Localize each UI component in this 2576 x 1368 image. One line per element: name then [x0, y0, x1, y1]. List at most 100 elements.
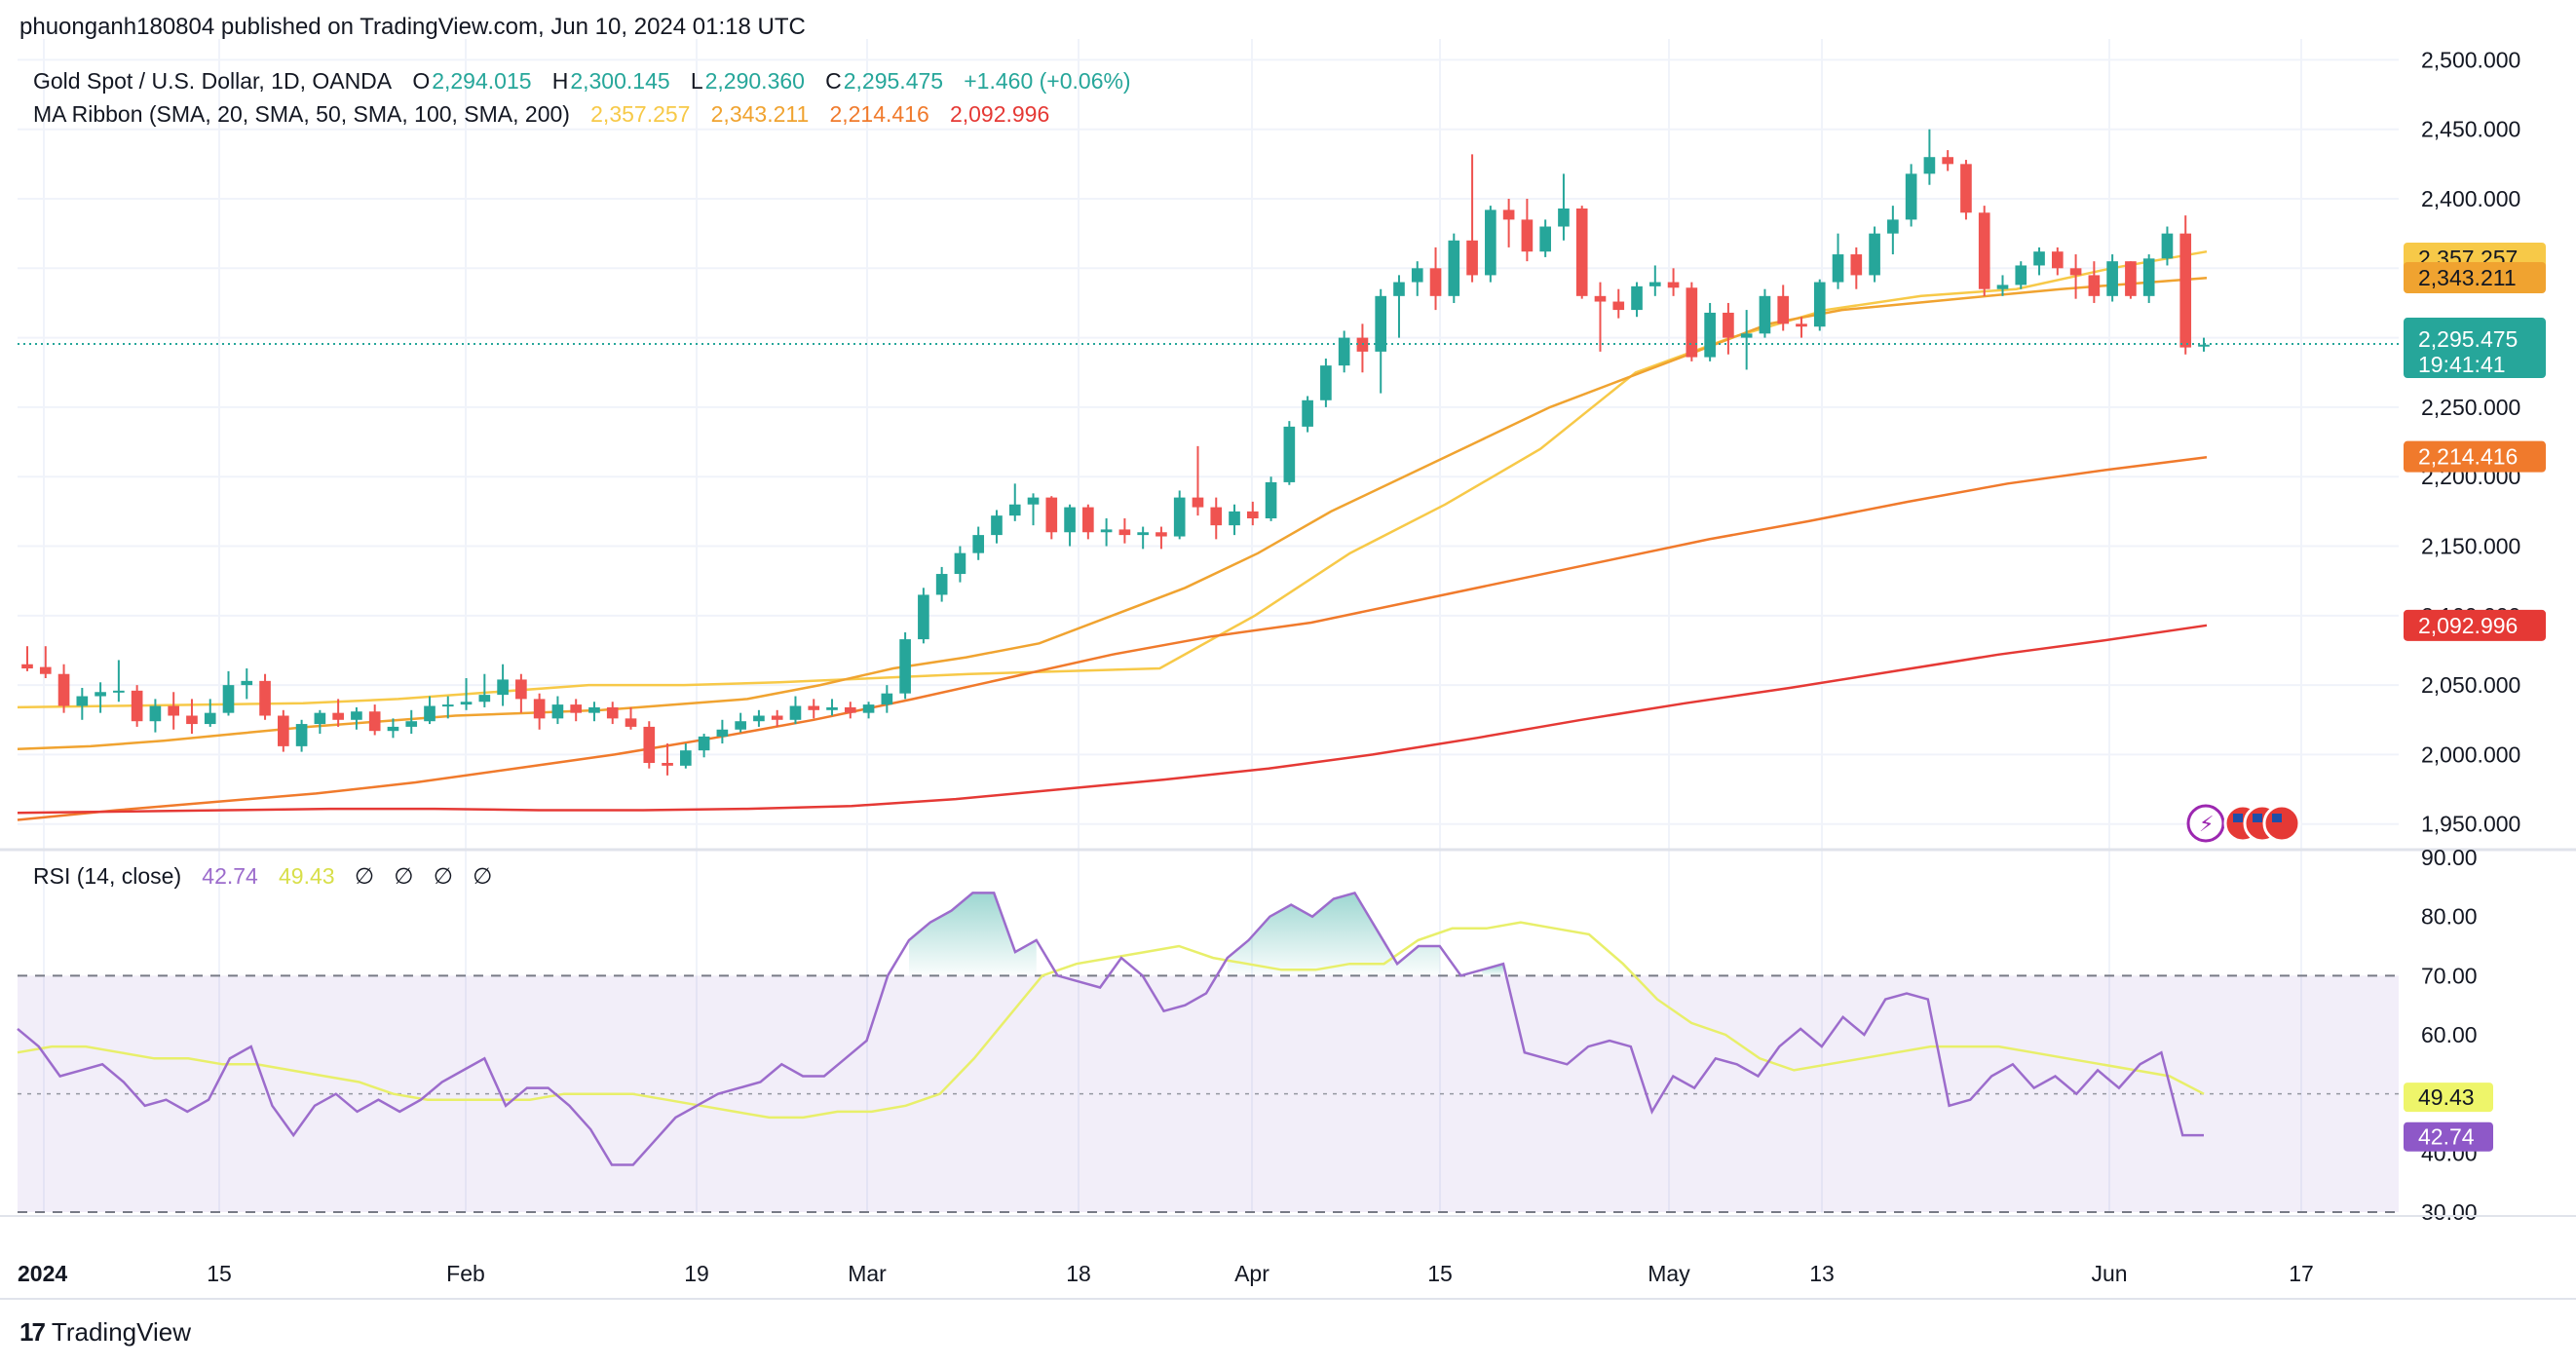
candle-body	[2198, 344, 2210, 347]
candle-body	[222, 685, 235, 713]
candle-body	[1612, 301, 1625, 311]
candle-body	[424, 705, 436, 722]
candle-body	[716, 729, 729, 737]
sma200-value: 2,092.996	[949, 101, 1050, 127]
high-label: H	[551, 68, 569, 94]
ma-line-sma20	[17, 249, 2208, 709]
candle-body	[570, 704, 583, 713]
candle-body	[113, 690, 125, 693]
rsi-title: RSI (14, close)	[33, 863, 182, 889]
sma20-value: 2,357.257	[590, 101, 691, 127]
candle-body	[1905, 173, 1917, 220]
candle-body	[662, 762, 673, 766]
candle-body	[735, 721, 746, 730]
candle-body	[76, 696, 89, 706]
overbought-fill	[1227, 893, 1440, 976]
rsi-tick-label: 60.00	[2421, 1022, 2478, 1047]
rsi-tick-label: 90.00	[2421, 845, 2478, 870]
price-tick-label: 2,000.000	[2421, 741, 2520, 767]
candle-body	[314, 712, 326, 725]
candle-body	[1192, 497, 1204, 508]
sma50-value: 2,343.211	[710, 101, 810, 127]
candle-body	[954, 552, 966, 575]
candle-body	[168, 705, 180, 716]
candle-body	[1631, 285, 1643, 311]
low-label: L	[690, 68, 703, 94]
candle-body	[1393, 282, 1405, 296]
candle-body	[1100, 529, 1113, 533]
candle-body	[259, 680, 271, 716]
candle-body	[1759, 295, 1771, 334]
candle-body	[1466, 240, 1478, 276]
time-tick-label: 2024	[18, 1261, 67, 1286]
candle-body	[1082, 507, 1094, 533]
candle-body	[1960, 164, 1972, 213]
time-tick-label: 18	[1066, 1261, 1091, 1286]
time-tick-label: 17	[2289, 1261, 2314, 1286]
na-value-4: ∅	[473, 863, 493, 889]
candle-body	[1850, 254, 1863, 276]
candle-body	[1411, 268, 1423, 283]
candle-body	[1338, 337, 1350, 366]
candle-body	[1667, 282, 1680, 288]
footer: 17 TradingView	[19, 1317, 191, 1348]
candle-body	[808, 705, 820, 710]
candle-body	[1045, 497, 1058, 533]
rsi-legend: RSI (14, close) 42.74 49.43 ∅ ∅ ∅ ∅	[33, 863, 494, 890]
candle-body	[2015, 265, 2027, 285]
candle-body	[2161, 233, 2174, 259]
candle-body	[1173, 497, 1186, 537]
na-value-1: ∅	[354, 863, 375, 889]
candle-body	[1978, 212, 1990, 289]
candle-body	[1265, 481, 1277, 518]
flag-canton-icon	[2233, 814, 2243, 822]
open-label: O	[412, 68, 431, 94]
open-value: 2,294.015	[432, 68, 532, 94]
candle-body	[1704, 312, 1716, 358]
candle-body	[991, 515, 1003, 536]
ma-price-tag	[2404, 609, 2546, 641]
candle-body	[1155, 532, 1167, 537]
price-tick-label: 2,250.000	[2421, 395, 2520, 420]
candle-body	[186, 715, 198, 725]
rsi-ma-value: 49.43	[279, 863, 335, 889]
candle-body	[1283, 426, 1296, 482]
candle-body	[95, 692, 106, 697]
candle-body	[1375, 295, 1387, 352]
close-label: C	[825, 68, 842, 94]
last-price-label: 2,295.475	[2418, 326, 2518, 352]
rsi-tick-label: 30.00	[2421, 1199, 2478, 1225]
price-tick-label: 2,450.000	[2421, 117, 2520, 142]
candle-body	[935, 574, 948, 595]
time-tick-label: 15	[1427, 1261, 1453, 1286]
candle-body	[39, 666, 52, 674]
candle-body	[1302, 399, 1313, 427]
candle-body	[881, 693, 893, 705]
flag-canton-icon	[2253, 814, 2262, 822]
candle-body	[2088, 275, 2101, 296]
sma100-value: 2,214.416	[829, 101, 929, 127]
candle-body	[149, 705, 162, 722]
candle-body	[2142, 258, 2155, 296]
candle-body	[2106, 261, 2118, 296]
rsi-tag	[2404, 1121, 2493, 1152]
candle-body	[1429, 268, 1442, 296]
brand-name[interactable]: TradingView	[51, 1317, 191, 1347]
candle-body	[588, 706, 600, 713]
candle-body	[1923, 157, 1936, 174]
candle-body	[2051, 251, 2064, 269]
overbought-fill	[909, 893, 1037, 976]
price-tick-label: 2,150.000	[2421, 534, 2520, 559]
candle-body	[241, 680, 253, 686]
candle-body	[478, 695, 491, 703]
candle-body	[387, 726, 399, 732]
candle-body	[972, 535, 985, 553]
rsi-ma-tag-label: 49.43	[2418, 1084, 2475, 1110]
candle-body	[1229, 511, 1240, 526]
ma-legend: MA Ribbon (SMA, 20, SMA, 50, SMA, 100, S…	[33, 101, 1051, 128]
price-tick-label: 2,400.000	[2421, 186, 2520, 211]
symbol-title: Gold Spot / U.S. Dollar, 1D, OANDA	[33, 68, 393, 94]
ma-line-sma200	[17, 624, 2208, 815]
